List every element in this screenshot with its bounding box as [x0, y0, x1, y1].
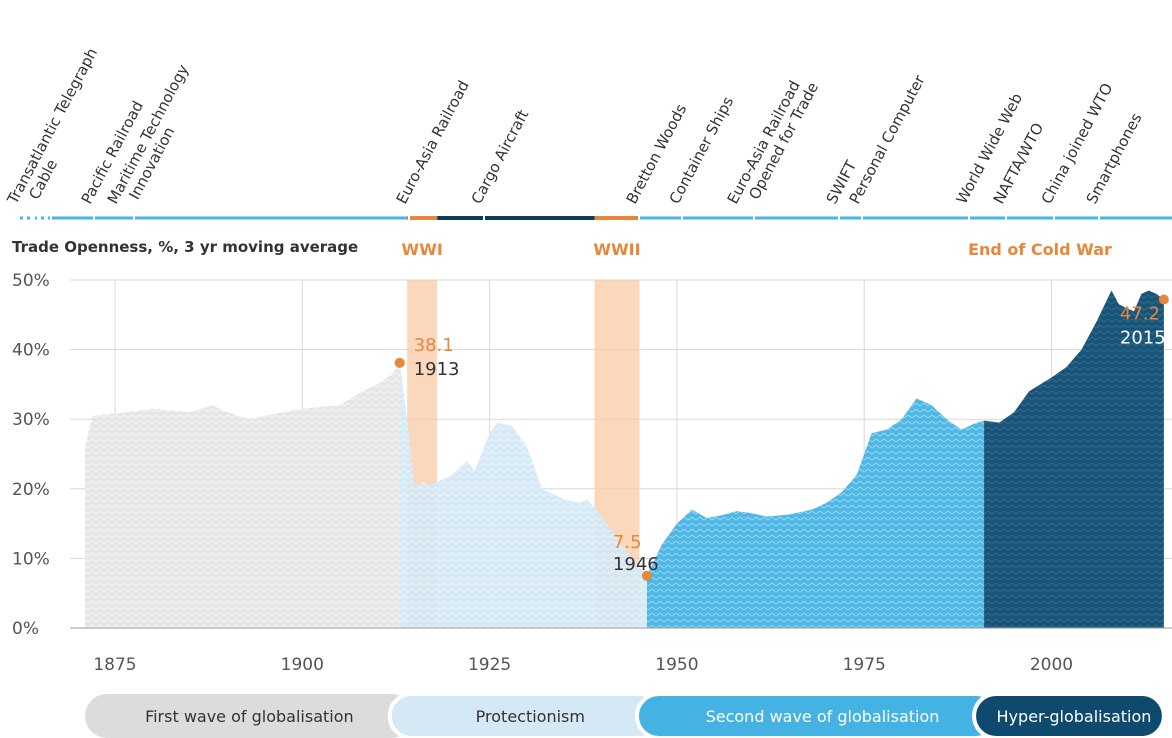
y-tick-label: 40% [12, 341, 50, 361]
event-label: Euro-Asia RailroadOpened for Trade [724, 71, 823, 215]
era-label: Hyper-globalisation [997, 707, 1152, 726]
highlight-year: 1913 [414, 359, 460, 380]
highlight-value: 7.5 [613, 532, 642, 553]
y-tick-label: 50% [12, 271, 50, 291]
highlight-value: 47.2 [1120, 303, 1160, 324]
y-tick-label: 0% [12, 619, 39, 639]
highlight-value: 38.1 [414, 335, 454, 356]
x-tick-label: 2000 [1030, 655, 1073, 675]
area [399, 362, 647, 628]
event-label: Personal Computer [846, 71, 929, 207]
highlight-year: 2015 [1120, 327, 1166, 348]
era-label: Second wave of globalisation [706, 707, 940, 726]
era-bar [85, 694, 414, 738]
war-label: WWI [402, 240, 443, 259]
y-tick-label: 20% [12, 480, 50, 500]
area [85, 362, 400, 628]
war-label: WWII [593, 240, 640, 259]
highlight-dot [1158, 294, 1169, 305]
x-tick-label: 1975 [843, 655, 886, 675]
era-label: First wave of globalisation [145, 707, 354, 726]
area [984, 290, 1164, 628]
highlight-dot [641, 570, 652, 581]
era-label: Protectionism [476, 707, 585, 726]
x-tick-label: 1950 [655, 655, 698, 675]
highlight-year: 1946 [613, 554, 659, 575]
y-axis-label: Trade Openness, %, 3 yr moving average [12, 238, 358, 256]
x-tick-label: 1925 [468, 655, 511, 675]
annotation: End of Cold War [968, 240, 1112, 259]
y-tick-label: 30% [12, 410, 50, 430]
event-label: Cargo Aircraft [468, 107, 533, 207]
y-tick-label: 10% [12, 549, 50, 569]
area [646, 398, 985, 628]
era-bar [972, 692, 1166, 738]
x-tick-label: 1900 [281, 655, 324, 675]
x-tick-label: 1875 [93, 655, 136, 675]
event-label: Euro-Asia Railroad [393, 78, 473, 207]
highlight-dot [394, 357, 405, 368]
